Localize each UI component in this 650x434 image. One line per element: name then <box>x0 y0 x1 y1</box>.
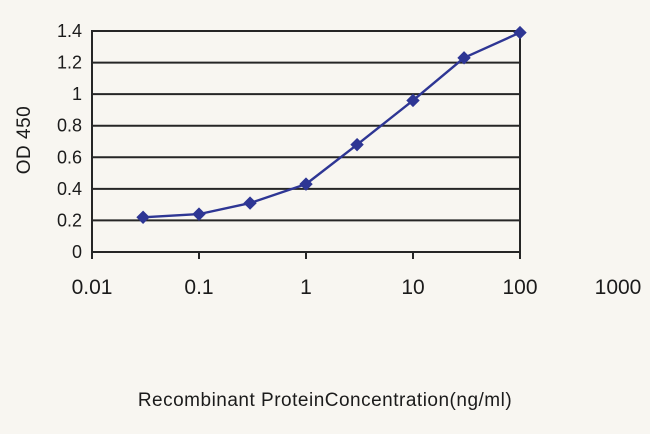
data-point-marker <box>513 25 527 40</box>
x-tick-label: 100 <box>502 276 537 299</box>
data-point-marker <box>299 177 313 191</box>
data-point-marker <box>457 51 471 65</box>
data-point-marker <box>243 196 257 210</box>
data-point-marker <box>350 137 364 152</box>
y-tick-label: 0.4 <box>57 179 82 199</box>
x-tick-label: 0.01 <box>72 276 113 299</box>
y-tick-label: 1.4 <box>57 21 82 41</box>
x-tick-label: 1000 <box>595 276 642 299</box>
y-tick-label: 0.2 <box>57 210 82 230</box>
x-axis-label: Recombinant ProteinConcentration(ng/ml) <box>137 390 513 411</box>
y-tick-label: 0.8 <box>57 116 82 136</box>
data-point-marker <box>406 93 420 108</box>
y-tick-label: 1 <box>72 84 82 104</box>
data-point-marker <box>192 207 206 221</box>
data-series-line <box>141 31 522 219</box>
y-tick-label: 1.2 <box>57 53 82 73</box>
y-tick-label: 0 <box>72 242 82 262</box>
data-point-marker <box>136 210 150 224</box>
y-tick-label: 0.6 <box>57 147 82 167</box>
x-tick-label: 0.1 <box>184 276 213 299</box>
x-tick-label: 1 <box>300 276 312 299</box>
x-tick-label: 10 <box>401 276 424 299</box>
y-axis-label: OD 450 <box>14 105 35 175</box>
